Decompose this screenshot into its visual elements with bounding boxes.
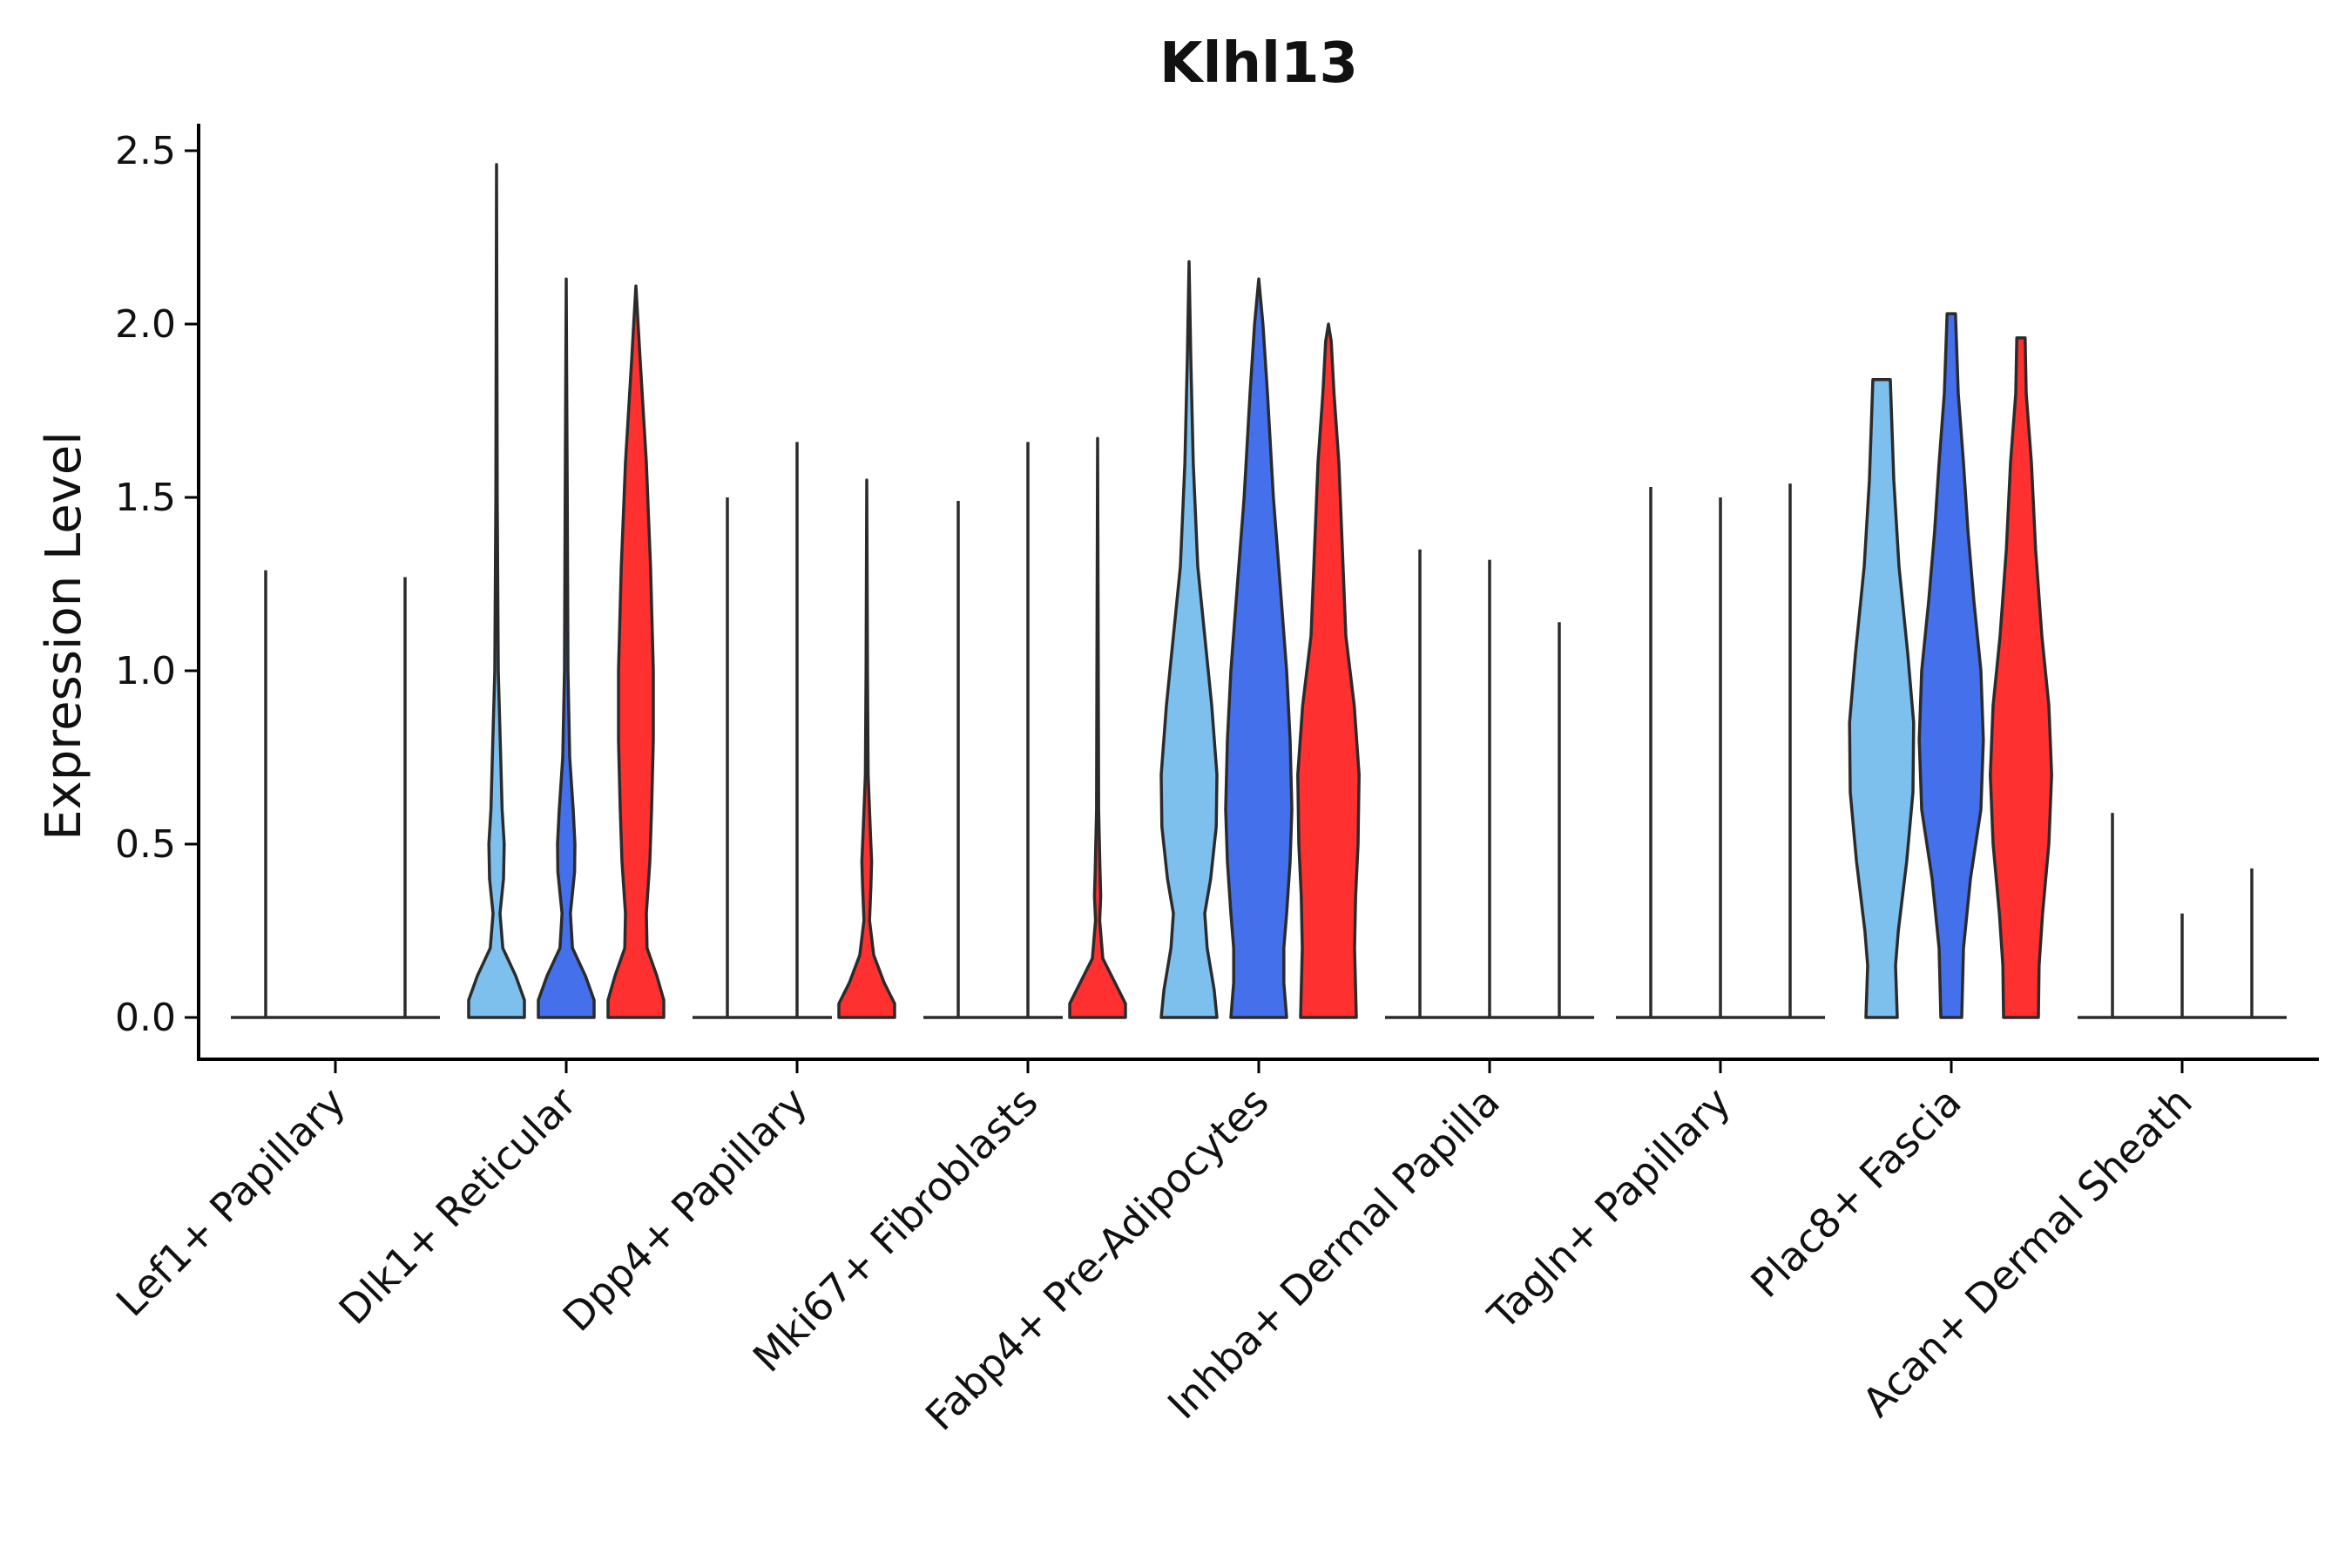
violin-shape	[606, 284, 666, 1019]
violin-shape	[1068, 436, 1127, 1019]
y-axis-ticks: 0.0 0.5 1.0 1.5 2.0 2.5	[115, 129, 199, 1040]
y-axis-label: Expression Level	[36, 431, 92, 841]
x-tick-label: Plac8+ Fascia	[1741, 1078, 1970, 1307]
violin-shape	[1296, 322, 1361, 1019]
violin-shape	[1989, 336, 2053, 1019]
plot-area	[231, 163, 2287, 1019]
y-tick-label: 1.0	[115, 649, 176, 693]
violin-shape	[537, 277, 596, 1019]
violin-shape	[1848, 377, 1916, 1019]
violin-shape	[837, 478, 896, 1019]
violin-shape	[1917, 312, 1985, 1019]
y-tick-label: 0.0	[115, 996, 176, 1040]
y-tick-label: 2.0	[115, 302, 176, 347]
y-tick-label: 2.5	[115, 129, 176, 173]
x-tick-label: Dpp4+ Papillary	[554, 1078, 816, 1341]
y-tick-label: 0.5	[115, 822, 176, 867]
violin-shape	[1159, 260, 1219, 1019]
x-tick-label: Tagln+ Papillary	[1478, 1078, 1740, 1340]
violin-shape	[1224, 277, 1294, 1019]
chart-title: Klhl13	[1159, 31, 1358, 96]
x-tick-label: Lef1+ Papillary	[107, 1078, 355, 1326]
violin-shape	[467, 163, 526, 1019]
y-tick-label: 1.5	[115, 476, 176, 520]
x-tick-label: Dlk1+ Reticular	[330, 1078, 585, 1334]
